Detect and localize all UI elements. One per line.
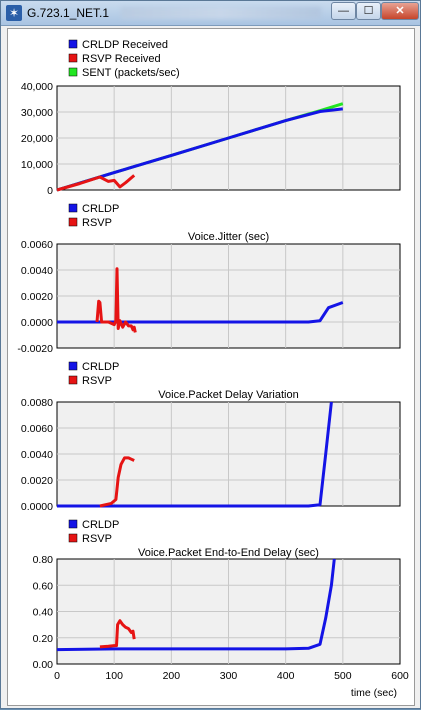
x-tick-label: 600 [391,670,409,682]
x-tick-label: 400 [277,670,295,682]
legend-label: RSVP Received [82,53,161,65]
x-tick-label: 300 [220,670,238,682]
y-tick-label: 0.00 [33,659,54,671]
y-tick-label: 0.60 [33,580,54,592]
legend-swatch [68,67,78,77]
y-tick-label: 0.20 [33,633,54,645]
app-icon[interactable]: ✶ [6,5,22,21]
title-bar[interactable]: ✶ G.723.1_NET.1 — ☐ ✕ [1,1,420,26]
close-button[interactable]: ✕ [381,2,419,20]
legend-label: CRLDP [82,203,119,215]
series-line-rsvp [95,267,137,333]
legend-label: RSVP [82,375,112,387]
legend-label: RSVP [82,533,112,545]
y-tick-label: 30,000 [21,107,53,119]
x-axis-label: time (sec) [351,687,397,699]
legend-label: SENT (packets/sec) [82,67,180,79]
y-tick-label: 0.0060 [21,239,53,251]
plot-title: Voice.Packet End-to-End Delay (sec) [138,547,319,559]
legend-label: RSVP [82,217,112,229]
series-line-crldp-received [56,107,343,192]
y-tick-label: 0.0000 [21,317,53,329]
y-tick-label: 0.0080 [21,397,53,409]
window-title: G.723.1_NET.1 [27,6,110,20]
blurred-title-region [121,7,321,19]
legend-swatch [68,519,78,529]
y-tick-label: 0.0000 [21,501,53,513]
legend-swatch [68,53,78,63]
y-tick-label: 0.0020 [21,291,53,303]
legend-label: CRLDP [82,519,119,531]
legend-swatch [68,217,78,227]
plot-title: Voice.Jitter (sec) [188,231,269,243]
series-line-crldp [56,558,336,652]
series-line-rsvp-received [56,174,136,192]
x-tick-label: 200 [163,670,181,682]
y-tick-label: 0 [47,185,53,197]
x-tick-label: 100 [105,670,123,682]
legend-swatch [68,361,78,371]
series-line-rsvp [99,619,136,649]
legend-swatch [68,203,78,213]
legend-swatch [68,375,78,385]
series-line-rsvp [99,456,135,508]
series-line-crldp [57,401,333,508]
legend-swatch [68,39,78,49]
y-tick-label: 40,000 [21,81,53,93]
legend-swatch [68,533,78,543]
y-tick-label: 0.0020 [21,475,53,487]
x-tick-label: 500 [334,670,352,682]
y-tick-label: 20,000 [21,133,53,145]
maximize-button[interactable]: ☐ [356,2,381,20]
minimize-button[interactable]: — [331,2,356,20]
y-tick-label: 0.0040 [21,449,53,461]
y-tick-label: 0.40 [33,607,54,619]
series-line-crldp [57,301,344,324]
plot-title: Voice.Packet Delay Variation [158,389,298,401]
x-tick-label: 0 [54,670,60,682]
y-tick-label: 0.80 [33,554,54,566]
y-tick-label: 0.0060 [21,423,53,435]
legend-label: CRLDP Received [82,39,168,51]
y-tick-label: -0.0020 [17,343,53,355]
y-tick-label: 0.0040 [21,265,53,277]
y-tick-label: 10,000 [21,159,53,171]
legend-label: CRLDP [82,361,119,373]
